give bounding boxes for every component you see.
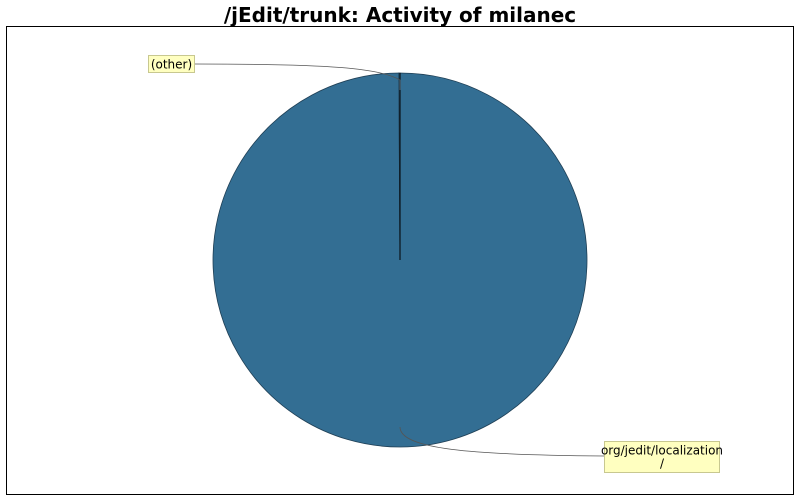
slice-label-box-0 <box>604 441 720 473</box>
chart-title: /jEdit/trunk: Activity of milanec <box>223 3 577 27</box>
slice-label-0: org/jedit/localization / <box>601 441 723 473</box>
label-leader-line-1 <box>194 63 401 90</box>
slice-label-text-1: (other) <box>151 58 192 72</box>
slice-label-box-1 <box>148 55 195 73</box>
slice-label-1: (other) <box>148 55 195 73</box>
slice-label-text-0: org/jedit/localization / <box>601 444 723 471</box>
label-leader-line-0 <box>399 426 605 457</box>
